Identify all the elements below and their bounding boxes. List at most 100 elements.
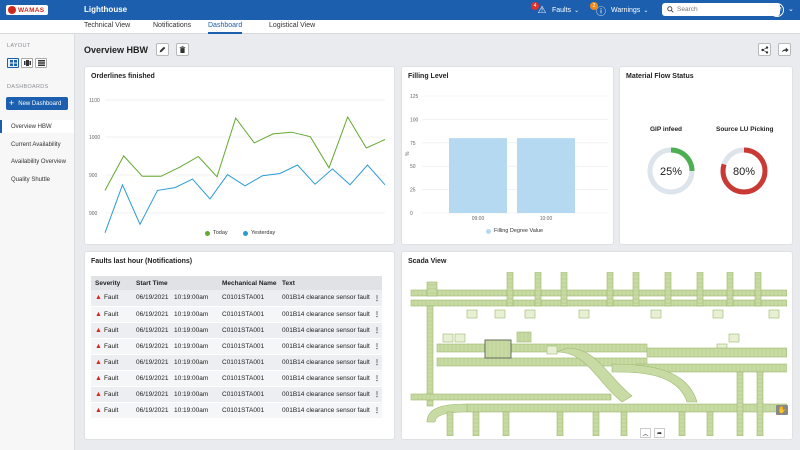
- list-layout-button[interactable]: [35, 58, 47, 68]
- selected-area-box[interactable]: [484, 339, 512, 359]
- sidebar: LAYOUT DASHBOARDS + New Dashboard Overvi…: [0, 34, 75, 450]
- conveyor-segment: [534, 272, 542, 307]
- yesterday-dot-icon: [243, 230, 248, 236]
- bar[interactable]: [517, 138, 575, 213]
- pencil-icon: [159, 46, 166, 53]
- warning-triangle-icon: ⚠ 4: [531, 2, 549, 17]
- layout-switcher: [7, 58, 47, 68]
- conveyor-segment: [706, 411, 714, 436]
- table-row[interactable]: ▲ Fault 06/19/2021 10:19:00am C0101STA001 00…: [91, 306, 382, 323]
- table-row[interactable]: ▲ Fault 06/19/2021 10:19:00am C0101STA001 00…: [91, 402, 382, 419]
- tab-technical-view[interactable]: Technical View: [84, 22, 131, 29]
- mechanical-name-cell: C0101STA001: [218, 402, 278, 419]
- gauge-arc[interactable]: [720, 147, 768, 195]
- trash-icon: [179, 46, 186, 53]
- table-row[interactable]: ▲ Fault 06/19/2021 10:19:00am C0101STA001 00…: [91, 290, 382, 307]
- wamas-logo[interactable]: WAMAS: [6, 5, 49, 15]
- more-options-icon[interactable]: ⋮: [372, 338, 382, 355]
- more-options-icon[interactable]: ⋮: [372, 370, 382, 387]
- start-time-cell: 06/19/2021 10:19:00am: [132, 402, 218, 419]
- more-options-icon[interactable]: ⋮: [372, 386, 382, 403]
- info-circle-icon: ⓘ 2: [590, 2, 608, 18]
- tab-dashboard[interactable]: Dashboard: [208, 22, 243, 34]
- col-severity[interactable]: Severity: [91, 276, 132, 290]
- carousel-icon: [23, 60, 31, 66]
- severity-cell: ▲ Fault: [91, 386, 132, 403]
- y-tick-label: 0: [410, 211, 413, 217]
- mechanical-name-cell: C0101STA001: [218, 386, 278, 403]
- more-options-icon[interactable]: ⋮: [372, 322, 382, 339]
- more-options-icon[interactable]: ⋮: [372, 306, 382, 323]
- dashboard-item-overview-hbw[interactable]: Overview HBW: [0, 120, 74, 133]
- conveyor-segment: [410, 393, 612, 401]
- severity-text: Fault: [103, 374, 119, 382]
- grid-layout-button[interactable]: [7, 58, 19, 68]
- station-box: [728, 333, 740, 343]
- start-time: 10:19:00am: [173, 294, 209, 302]
- edit-button[interactable]: [156, 43, 169, 56]
- forward-button[interactable]: [778, 43, 791, 56]
- mechanical-name-cell: C0101STA001: [218, 306, 278, 323]
- table-row[interactable]: ▲ Fault 06/19/2021 10:19:00am C0101STA001 00…: [91, 354, 382, 371]
- conveyor-segment: [410, 289, 787, 297]
- fault-warning-icon: ▲: [95, 374, 102, 382]
- faults-menu[interactable]: ⚠ 4 Faults ⌄: [531, 2, 579, 17]
- station-box: [466, 309, 478, 319]
- fault-warning-icon: ▲: [95, 358, 102, 366]
- table-row[interactable]: ▲ Fault 06/19/2021 10:19:00am C0101STA001 00…: [91, 338, 382, 355]
- search-box[interactable]: [662, 3, 780, 16]
- conveyor-segment: [606, 272, 614, 307]
- y-tick-label: 100: [410, 117, 419, 123]
- dashboard-item-current-availability[interactable]: Current Availability: [11, 141, 61, 148]
- col-text[interactable]: Text: [278, 276, 372, 290]
- col-mechanical-name[interactable]: Mechanical Name: [218, 276, 278, 290]
- table-row[interactable]: ▲ Fault 06/19/2021 10:19:00am C0101STA001 00…: [91, 370, 382, 387]
- conveyor-segment: [446, 411, 454, 436]
- share-icon: [760, 45, 768, 54]
- fault-warning-icon: ▲: [95, 390, 102, 398]
- chevron-down-icon[interactable]: ⌄: [788, 6, 794, 13]
- table-row[interactable]: ▲ Fault 06/19/2021 10:19:00am C0101STA001 00…: [91, 322, 382, 339]
- warnings-menu[interactable]: ⓘ 2 Warnings ⌄: [590, 2, 648, 18]
- tab-notifications[interactable]: Notifications: [153, 22, 192, 29]
- dashboard-item-quality-shuttle[interactable]: Quality Shuttle: [11, 176, 51, 183]
- series-line-today[interactable]: [104, 115, 386, 191]
- start-time-cell: 06/19/2021 10:19:00am: [132, 306, 218, 323]
- forward-arrow-icon[interactable]: ➦: [654, 428, 665, 438]
- table-row[interactable]: ▲ Fault 06/19/2021 10:19:00am C0101STA001 00…: [91, 386, 382, 403]
- start-date: 06/19/2021: [136, 390, 169, 398]
- conveyor-segment: [410, 299, 787, 307]
- severity-text: Fault: [103, 406, 119, 414]
- hand-pan-icon[interactable]: ✋: [776, 405, 788, 415]
- col-start-time[interactable]: Start Time: [132, 276, 218, 290]
- chevron-up-icon[interactable]: ︿: [640, 428, 651, 438]
- faults-table-body: ▲ Fault 06/19/2021 10:19:00am C0101STA001 00…: [91, 290, 382, 419]
- material-flow-gauges: 25% 80%: [647, 147, 768, 195]
- share-button[interactable]: [758, 43, 771, 56]
- scada-layout-view[interactable]: [407, 272, 787, 436]
- severity-cell: ▲ Fault: [91, 402, 132, 419]
- more-options-icon[interactable]: ⋮: [372, 354, 382, 371]
- series-line-yesterday[interactable]: [104, 164, 386, 233]
- tab-logistical-view[interactable]: Logistical View: [269, 22, 316, 29]
- carousel-layout-button[interactable]: [21, 58, 33, 68]
- start-time: 10:19:00am: [173, 390, 209, 398]
- gauge-arc[interactable]: [647, 147, 695, 195]
- filling-dot-icon: [486, 228, 491, 234]
- new-dashboard-button[interactable]: + New Dashboard: [6, 97, 68, 110]
- search-input[interactable]: [677, 6, 772, 13]
- start-time: 10:19:00am: [173, 342, 209, 350]
- conveyor-segment: [678, 411, 686, 436]
- more-options-icon[interactable]: ⋮: [372, 402, 382, 419]
- delete-button[interactable]: [176, 43, 189, 56]
- more-options-icon[interactable]: ⋮: [372, 290, 382, 307]
- filling-level-card: Filling Level 125 100 75 50 25 0% 09:00 10:00 F…: [402, 67, 613, 244]
- text-cell: 001B14 clearance sensor fault: [278, 290, 372, 307]
- dashboard-item-availability-overview[interactable]: Availability Overview: [11, 158, 66, 165]
- user-avatar[interactable]: MM: [770, 3, 784, 17]
- text-cell: 001B14 clearance sensor fault: [278, 370, 372, 387]
- faults-count-badge: 4: [531, 2, 539, 10]
- start-time-cell: 06/19/2021 10:19:00am: [132, 338, 218, 355]
- bar[interactable]: [449, 138, 507, 213]
- table-header-row: Severity Start Time Mechanical Name Text: [91, 276, 382, 290]
